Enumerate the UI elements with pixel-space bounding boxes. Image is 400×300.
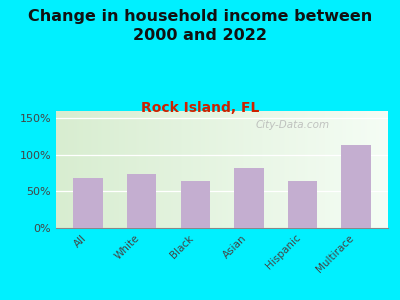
Text: Change in household income between
2000 and 2022: Change in household income between 2000 … [28, 9, 372, 43]
Text: City-Data.com: City-Data.com [255, 120, 329, 130]
Bar [127, 174, 156, 228]
Bar [74, 178, 103, 228]
Bar [234, 168, 264, 228]
Bar [341, 146, 370, 228]
Text: Rock Island, FL: Rock Island, FL [141, 100, 259, 115]
Bar [180, 181, 210, 228]
Bar [288, 181, 317, 228]
